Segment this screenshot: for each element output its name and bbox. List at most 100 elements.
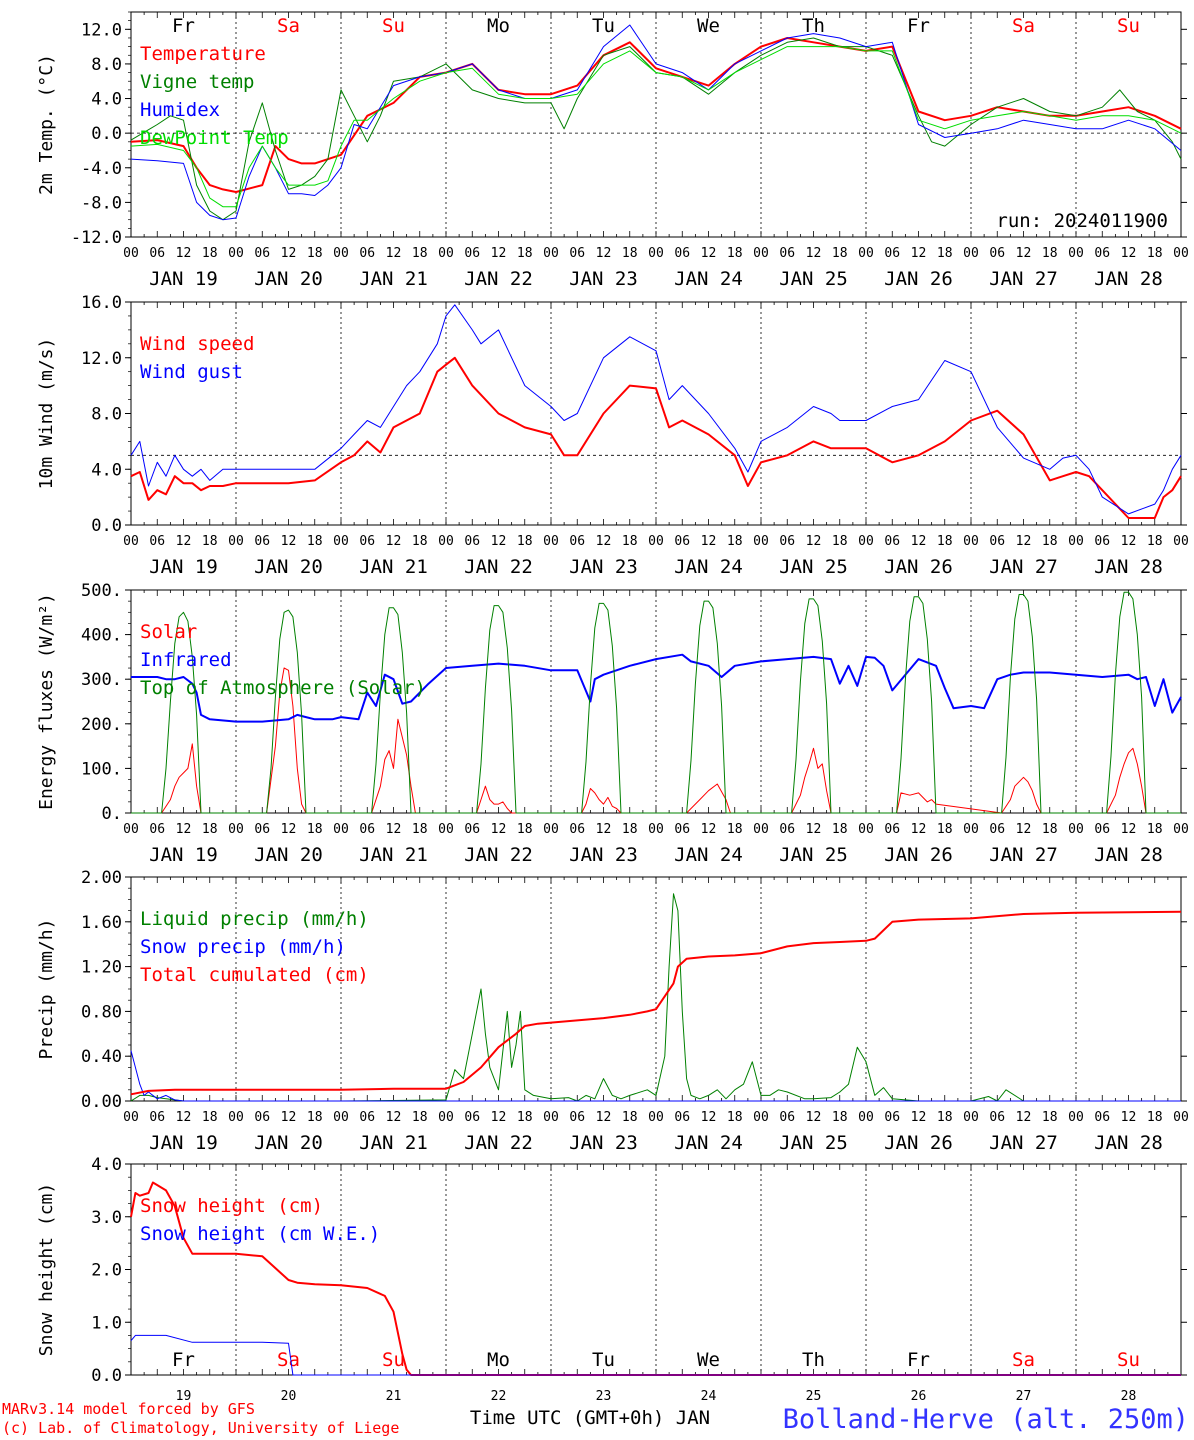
hour-label: 06 (569, 822, 585, 837)
hour-label: 06 (779, 246, 795, 261)
hour-label: 12 (491, 246, 507, 261)
hour-label: 00 (438, 246, 454, 261)
hour-label: 00 (438, 1110, 454, 1125)
y-axis-label: 10m Wind (m/s) (36, 338, 57, 490)
hour-label: 00 (123, 1110, 139, 1125)
weekday-label: Su (382, 1349, 405, 1371)
hour-label: 12 (701, 1110, 717, 1125)
y-tick-label: 8.0 (91, 405, 122, 425)
hour-label: 18 (727, 246, 743, 261)
y-tick-label: 4.0 (91, 460, 122, 480)
date-label: JAN 27 (989, 1132, 1058, 1154)
hour-label: 00 (753, 534, 769, 549)
date-label: JAN 25 (779, 268, 848, 290)
hour-label: 18 (832, 534, 848, 549)
hour-label: 12 (806, 1110, 822, 1125)
hour-label: 06 (254, 1110, 270, 1125)
y-tick-label: 8.0 (91, 55, 122, 75)
y-tick-label: 4.0 (91, 1155, 122, 1175)
hour-label: 00 (1173, 246, 1189, 261)
hour-label: 06 (254, 246, 270, 261)
weekday-label: Th (802, 15, 825, 37)
hour-label: 12 (491, 822, 507, 837)
hour-label: 06 (989, 822, 1005, 837)
hour-label: 12 (1121, 534, 1137, 549)
hour-label: 18 (307, 534, 323, 549)
y-axis-label: Snow height (cm) (36, 1183, 57, 1356)
hour-label: 18 (412, 1110, 428, 1125)
hour-label: 18 (622, 822, 638, 837)
y-tick-label: -12.0 (71, 228, 122, 248)
date-label: JAN 25 (779, 844, 848, 866)
hour-label: 00 (438, 534, 454, 549)
hour-label: 00 (858, 246, 874, 261)
hour-label: 06 (779, 1110, 795, 1125)
hour-label: 18 (1147, 822, 1163, 837)
day-number-label: 23 (596, 1389, 612, 1404)
hour-label: 18 (307, 822, 323, 837)
date-label: JAN 23 (569, 556, 638, 578)
panel-4: 0.00 0.40 0.80 1.20 1.60 2.00 Precip (mm/h) 00 0… (36, 868, 1189, 1154)
hour-label: 12 (701, 534, 717, 549)
panel-5: 0.0 1.0 2.0 3.0 4.0 Snow height (cm) Fr Sa Su Mo T… (36, 1155, 1187, 1404)
y-tick-label: 0.80 (81, 1002, 122, 1022)
hour-label: 18 (1147, 534, 1163, 549)
hour-label: 18 (1042, 1110, 1058, 1125)
weekday-label: Th (802, 1349, 825, 1371)
weekday-label: Sa (277, 1349, 300, 1371)
date-label: JAN 24 (674, 556, 743, 578)
hour-label: 18 (622, 1110, 638, 1125)
hour-label: 00 (228, 534, 244, 549)
date-label: JAN 24 (674, 1132, 743, 1154)
hour-label: 18 (727, 1110, 743, 1125)
date-label: JAN 21 (359, 1132, 428, 1154)
y-tick-label: 400. (81, 626, 122, 646)
hour-label: 00 (228, 822, 244, 837)
series-line (130, 46, 1182, 208)
hour-label: 12 (1016, 822, 1032, 837)
weekday-label: Fr (907, 15, 930, 37)
hour-label: 12 (281, 534, 297, 549)
hour-label: 18 (937, 1110, 953, 1125)
hour-label: 06 (359, 534, 375, 549)
hour-label: 06 (1094, 822, 1110, 837)
hour-label: 18 (307, 246, 323, 261)
series-line (130, 37, 1182, 221)
date-label: JAN 26 (884, 556, 953, 578)
hour-label: 00 (333, 534, 349, 549)
date-label: JAN 28 (1094, 268, 1163, 290)
hour-label: 00 (543, 822, 559, 837)
date-label: JAN 22 (464, 844, 533, 866)
legend-entry: Vigne temp (140, 71, 254, 93)
hour-label: 00 (753, 822, 769, 837)
hour-label: 18 (832, 822, 848, 837)
weekday-label: Su (382, 15, 405, 37)
hour-label: 00 (753, 1110, 769, 1125)
hour-label: 12 (176, 534, 192, 549)
hour-label: 00 (543, 534, 559, 549)
hour-label: 12 (806, 534, 822, 549)
hour-label: 18 (1147, 1110, 1163, 1125)
hour-label: 12 (281, 246, 297, 261)
y-tick-label: 200. (81, 715, 122, 735)
hour-label: 18 (937, 822, 953, 837)
hour-label: 18 (202, 246, 218, 261)
hour-label: 00 (753, 246, 769, 261)
date-label: JAN 19 (149, 1132, 218, 1154)
x-axis-title: Time UTC (GMT+0h) JAN (470, 1407, 710, 1429)
y-axis-label: Energy fluxes (W/m²) (36, 593, 57, 810)
hour-label: 00 (648, 246, 664, 261)
hour-label: 00 (648, 822, 664, 837)
series-line (130, 893, 1181, 1102)
date-label: JAN 26 (884, 268, 953, 290)
hour-label: 00 (123, 534, 139, 549)
hour-label: 12 (386, 1110, 402, 1125)
hour-label: 00 (1173, 822, 1189, 837)
y-tick-label: 1.60 (81, 913, 122, 933)
footer: MARv3.14 model forced by GFS(c) Lab. of … (2, 1400, 1189, 1437)
hour-label: 06 (1094, 534, 1110, 549)
legend-entry: Snow height (cm) (140, 1195, 323, 1217)
date-label: JAN 20 (254, 556, 323, 578)
y-axis-label: 2m Temp. (°C) (36, 54, 57, 195)
hour-label: 06 (464, 246, 480, 261)
